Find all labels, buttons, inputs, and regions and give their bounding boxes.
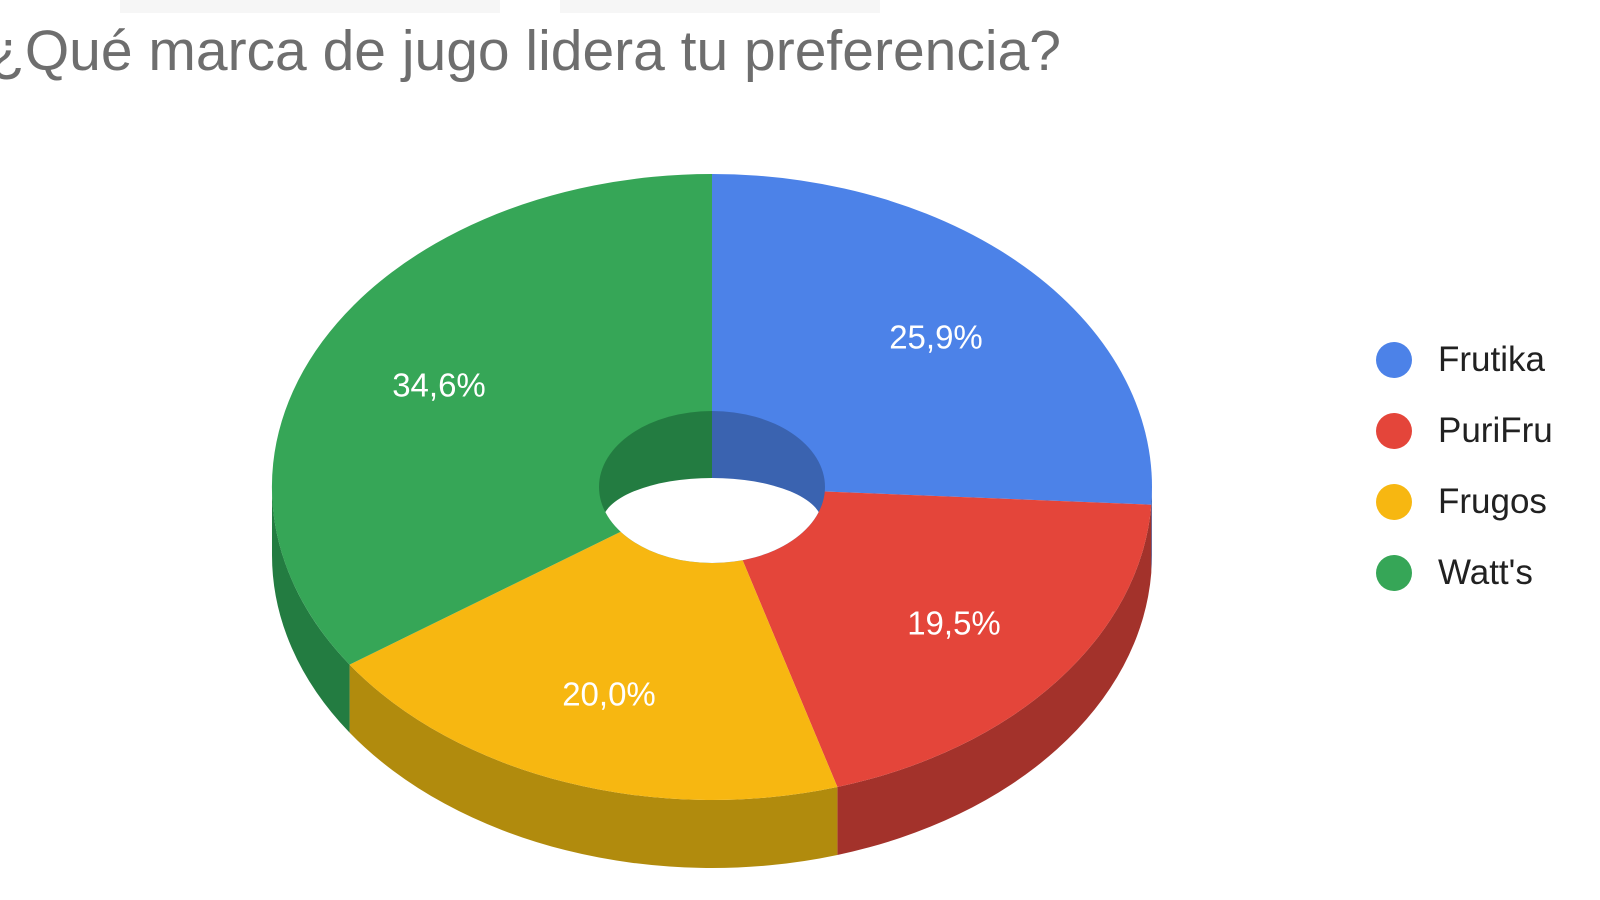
legend-dot-icon [1376, 555, 1412, 591]
legend-item: Frutika [1376, 340, 1553, 379]
pie-slice-side-watts [271, 487, 350, 733]
legend-label: PuriFru [1438, 411, 1553, 450]
pie-slice-frugos [349, 487, 838, 800]
legend-dot-icon [1376, 413, 1412, 449]
pie-percent-label: 34,6% [392, 367, 486, 404]
legend-label: Frutika [1438, 340, 1545, 379]
chart-legend: Frutika PuriFru Frugos Watt's [1376, 340, 1553, 592]
cropped-text-remnant [120, 0, 500, 13]
legend-item: Watt's [1376, 553, 1553, 592]
legend-dot-icon [1376, 342, 1412, 378]
pie-percent-label: 25,9% [889, 319, 983, 356]
pie-slice-side-frugos [349, 664, 838, 868]
legend-label: Frugos [1438, 482, 1547, 521]
pie-slice-purifru [712, 487, 1152, 787]
legend-item: PuriFru [1376, 411, 1553, 450]
pie-slice-side-purifru [837, 504, 1152, 855]
donut-hole-floor [602, 478, 822, 563]
pie-percent-label: 20,0% [562, 676, 656, 713]
pie-slice-watts [271, 173, 712, 665]
pie-slice-side-frutika [1151, 487, 1152, 573]
legend-item: Frugos [1376, 482, 1553, 521]
legend-label: Watt's [1438, 553, 1533, 592]
legend-dot-icon [1376, 484, 1412, 520]
cropped-text-remnant [560, 0, 880, 13]
pie-slice-frutika [712, 174, 1153, 505]
pie-percent-label: 19,5% [907, 605, 1001, 642]
chart-title: ¿Qué marca de jugo lidera tu preferencia… [0, 19, 1061, 83]
